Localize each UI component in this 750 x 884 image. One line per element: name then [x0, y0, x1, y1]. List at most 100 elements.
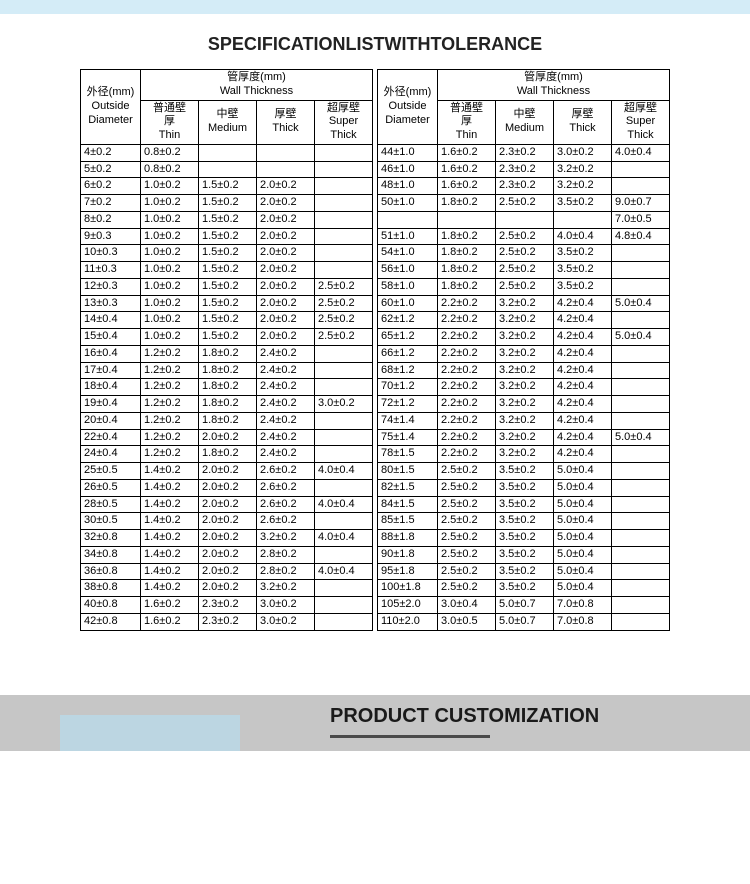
hdr-thin-cn1: 普通壁 [441, 102, 492, 116]
table-cell [315, 479, 373, 496]
table-row: 85±1.52.5±0.23.5±0.25.0±0.4 [378, 513, 670, 530]
table-cell: 3.2±0.2 [257, 530, 315, 547]
table-cell: 2.5±0.2 [438, 513, 496, 530]
table-cell: 2.4±0.2 [257, 429, 315, 446]
table-cell: 1.5±0.2 [199, 329, 257, 346]
table-cell: 2.2±0.2 [438, 345, 496, 362]
table-cell [612, 446, 670, 463]
table-cell: 2.4±0.2 [257, 362, 315, 379]
table-cell: 3.0±0.2 [257, 597, 315, 614]
table-cell: 3.2±0.2 [554, 161, 612, 178]
table-cell: 3.2±0.2 [496, 396, 554, 413]
table-row: 48±1.01.6±0.22.3±0.23.2±0.2 [378, 178, 670, 195]
table-cell: 1.0±0.2 [141, 278, 199, 295]
table-cell: 78±1.5 [378, 446, 438, 463]
table-cell: 1.6±0.2 [438, 161, 496, 178]
table-cell: 2.5±0.2 [315, 295, 373, 312]
table-row: 58±1.01.8±0.22.5±0.23.5±0.2 [378, 278, 670, 295]
hdr-thin-cn1: 普通壁 [144, 102, 195, 116]
table-cell: 4.8±0.4 [612, 228, 670, 245]
table-cell [612, 245, 670, 262]
table-row: 18±0.41.2±0.21.8±0.22.4±0.2 [81, 379, 373, 396]
table-cell: 30±0.5 [81, 513, 141, 530]
table-cell: 3.5±0.2 [554, 278, 612, 295]
table-cell: 36±0.8 [81, 563, 141, 580]
table-cell: 1.8±0.2 [199, 412, 257, 429]
table-cell [315, 345, 373, 362]
table-cell: 7.0±0.8 [554, 613, 612, 630]
table-cell: 2.6±0.2 [257, 513, 315, 530]
table-cell [612, 161, 670, 178]
table-cell: 28±0.5 [81, 496, 141, 513]
table-cell: 4.2±0.4 [554, 345, 612, 362]
table-cell: 25±0.5 [81, 463, 141, 480]
table-cell: 1.4±0.2 [141, 496, 199, 513]
table-cell [612, 613, 670, 630]
tables-container: 外径(mm) Outside Diameter 管厚度(mm) Wall Thi… [0, 69, 750, 631]
table-cell: 1.4±0.2 [141, 513, 199, 530]
table-cell: 2.2±0.2 [438, 312, 496, 329]
table-row: 75±1.42.2±0.23.2±0.24.2±0.45.0±0.4 [378, 429, 670, 446]
table-cell: 1.5±0.2 [199, 262, 257, 279]
table-cell: 1.0±0.2 [141, 312, 199, 329]
table-cell: 1.2±0.2 [141, 396, 199, 413]
table-cell: 2.0±0.2 [257, 211, 315, 228]
table-cell: 3.2±0.2 [496, 329, 554, 346]
table-cell: 16±0.4 [81, 345, 141, 362]
table-cell: 1.8±0.2 [438, 262, 496, 279]
table-cell: 2.0±0.2 [199, 429, 257, 446]
hdr-thin-cn2: 厚 [441, 115, 492, 129]
table-cell: 5.0±0.4 [554, 546, 612, 563]
table-cell: 1.8±0.2 [438, 228, 496, 245]
table-row: 60±1.02.2±0.23.2±0.24.2±0.45.0±0.4 [378, 295, 670, 312]
table-cell [554, 211, 612, 228]
table-cell: 1.0±0.2 [141, 295, 199, 312]
table-row: 20±0.41.2±0.21.8±0.22.4±0.2 [81, 412, 373, 429]
table-cell: 54±1.0 [378, 245, 438, 262]
table-cell: 1.0±0.2 [141, 329, 199, 346]
footer-heading: PRODUCT CUSTOMIZATION [330, 705, 599, 728]
table-cell: 15±0.4 [81, 329, 141, 346]
table-cell: 3.2±0.2 [554, 178, 612, 195]
table-cell [315, 546, 373, 563]
table-cell: 3.5±0.2 [554, 245, 612, 262]
table-cell [315, 513, 373, 530]
table-cell: 1.5±0.2 [199, 228, 257, 245]
table-cell: 9.0±0.7 [612, 195, 670, 212]
table-cell: 2.4±0.2 [257, 379, 315, 396]
hdr-thick-en: Thick [260, 122, 311, 136]
table-cell [378, 211, 438, 228]
table-cell [612, 597, 670, 614]
table-row: 42±0.81.6±0.22.3±0.23.0±0.2 [81, 613, 373, 630]
table-cell: 58±1.0 [378, 278, 438, 295]
table-cell: 7±0.2 [81, 195, 141, 212]
hdr-medium-en: Medium [202, 122, 253, 136]
table-cell: 3.5±0.2 [496, 530, 554, 547]
table-cell: 2.2±0.2 [438, 362, 496, 379]
table-cell: 65±1.2 [378, 329, 438, 346]
table-cell [315, 412, 373, 429]
hdr-od-cn: 外径(mm) [381, 86, 434, 100]
table-cell: 1.6±0.2 [141, 597, 199, 614]
table-cell: 2.4±0.2 [257, 412, 315, 429]
table-cell: 82±1.5 [378, 479, 438, 496]
table-cell: 5.0±0.4 [612, 329, 670, 346]
table-cell: 1.4±0.2 [141, 563, 199, 580]
table-cell [257, 144, 315, 161]
table-row: 62±1.22.2±0.23.2±0.24.2±0.4 [378, 312, 670, 329]
table-cell: 1.8±0.2 [199, 345, 257, 362]
table-cell: 2.5±0.2 [438, 496, 496, 513]
table-row: 110±2.03.0±0.55.0±0.77.0±0.8 [378, 613, 670, 630]
table-cell: 1.8±0.2 [199, 396, 257, 413]
table-cell: 2.5±0.2 [438, 580, 496, 597]
table-cell: 7.0±0.5 [612, 211, 670, 228]
table-cell: 18±0.4 [81, 379, 141, 396]
table-row: 5±0.20.8±0.2 [81, 161, 373, 178]
table-cell: 34±0.8 [81, 546, 141, 563]
table-row: 51±1.01.8±0.22.5±0.24.0±0.44.8±0.4 [378, 228, 670, 245]
footer-blue-box [60, 715, 240, 751]
table-row: 8±0.21.0±0.21.5±0.22.0±0.2 [81, 211, 373, 228]
hdr-thick-en: Thick [557, 122, 608, 136]
hdr-group-en: Wall Thickness [144, 85, 369, 99]
table-cell: 60±1.0 [378, 295, 438, 312]
